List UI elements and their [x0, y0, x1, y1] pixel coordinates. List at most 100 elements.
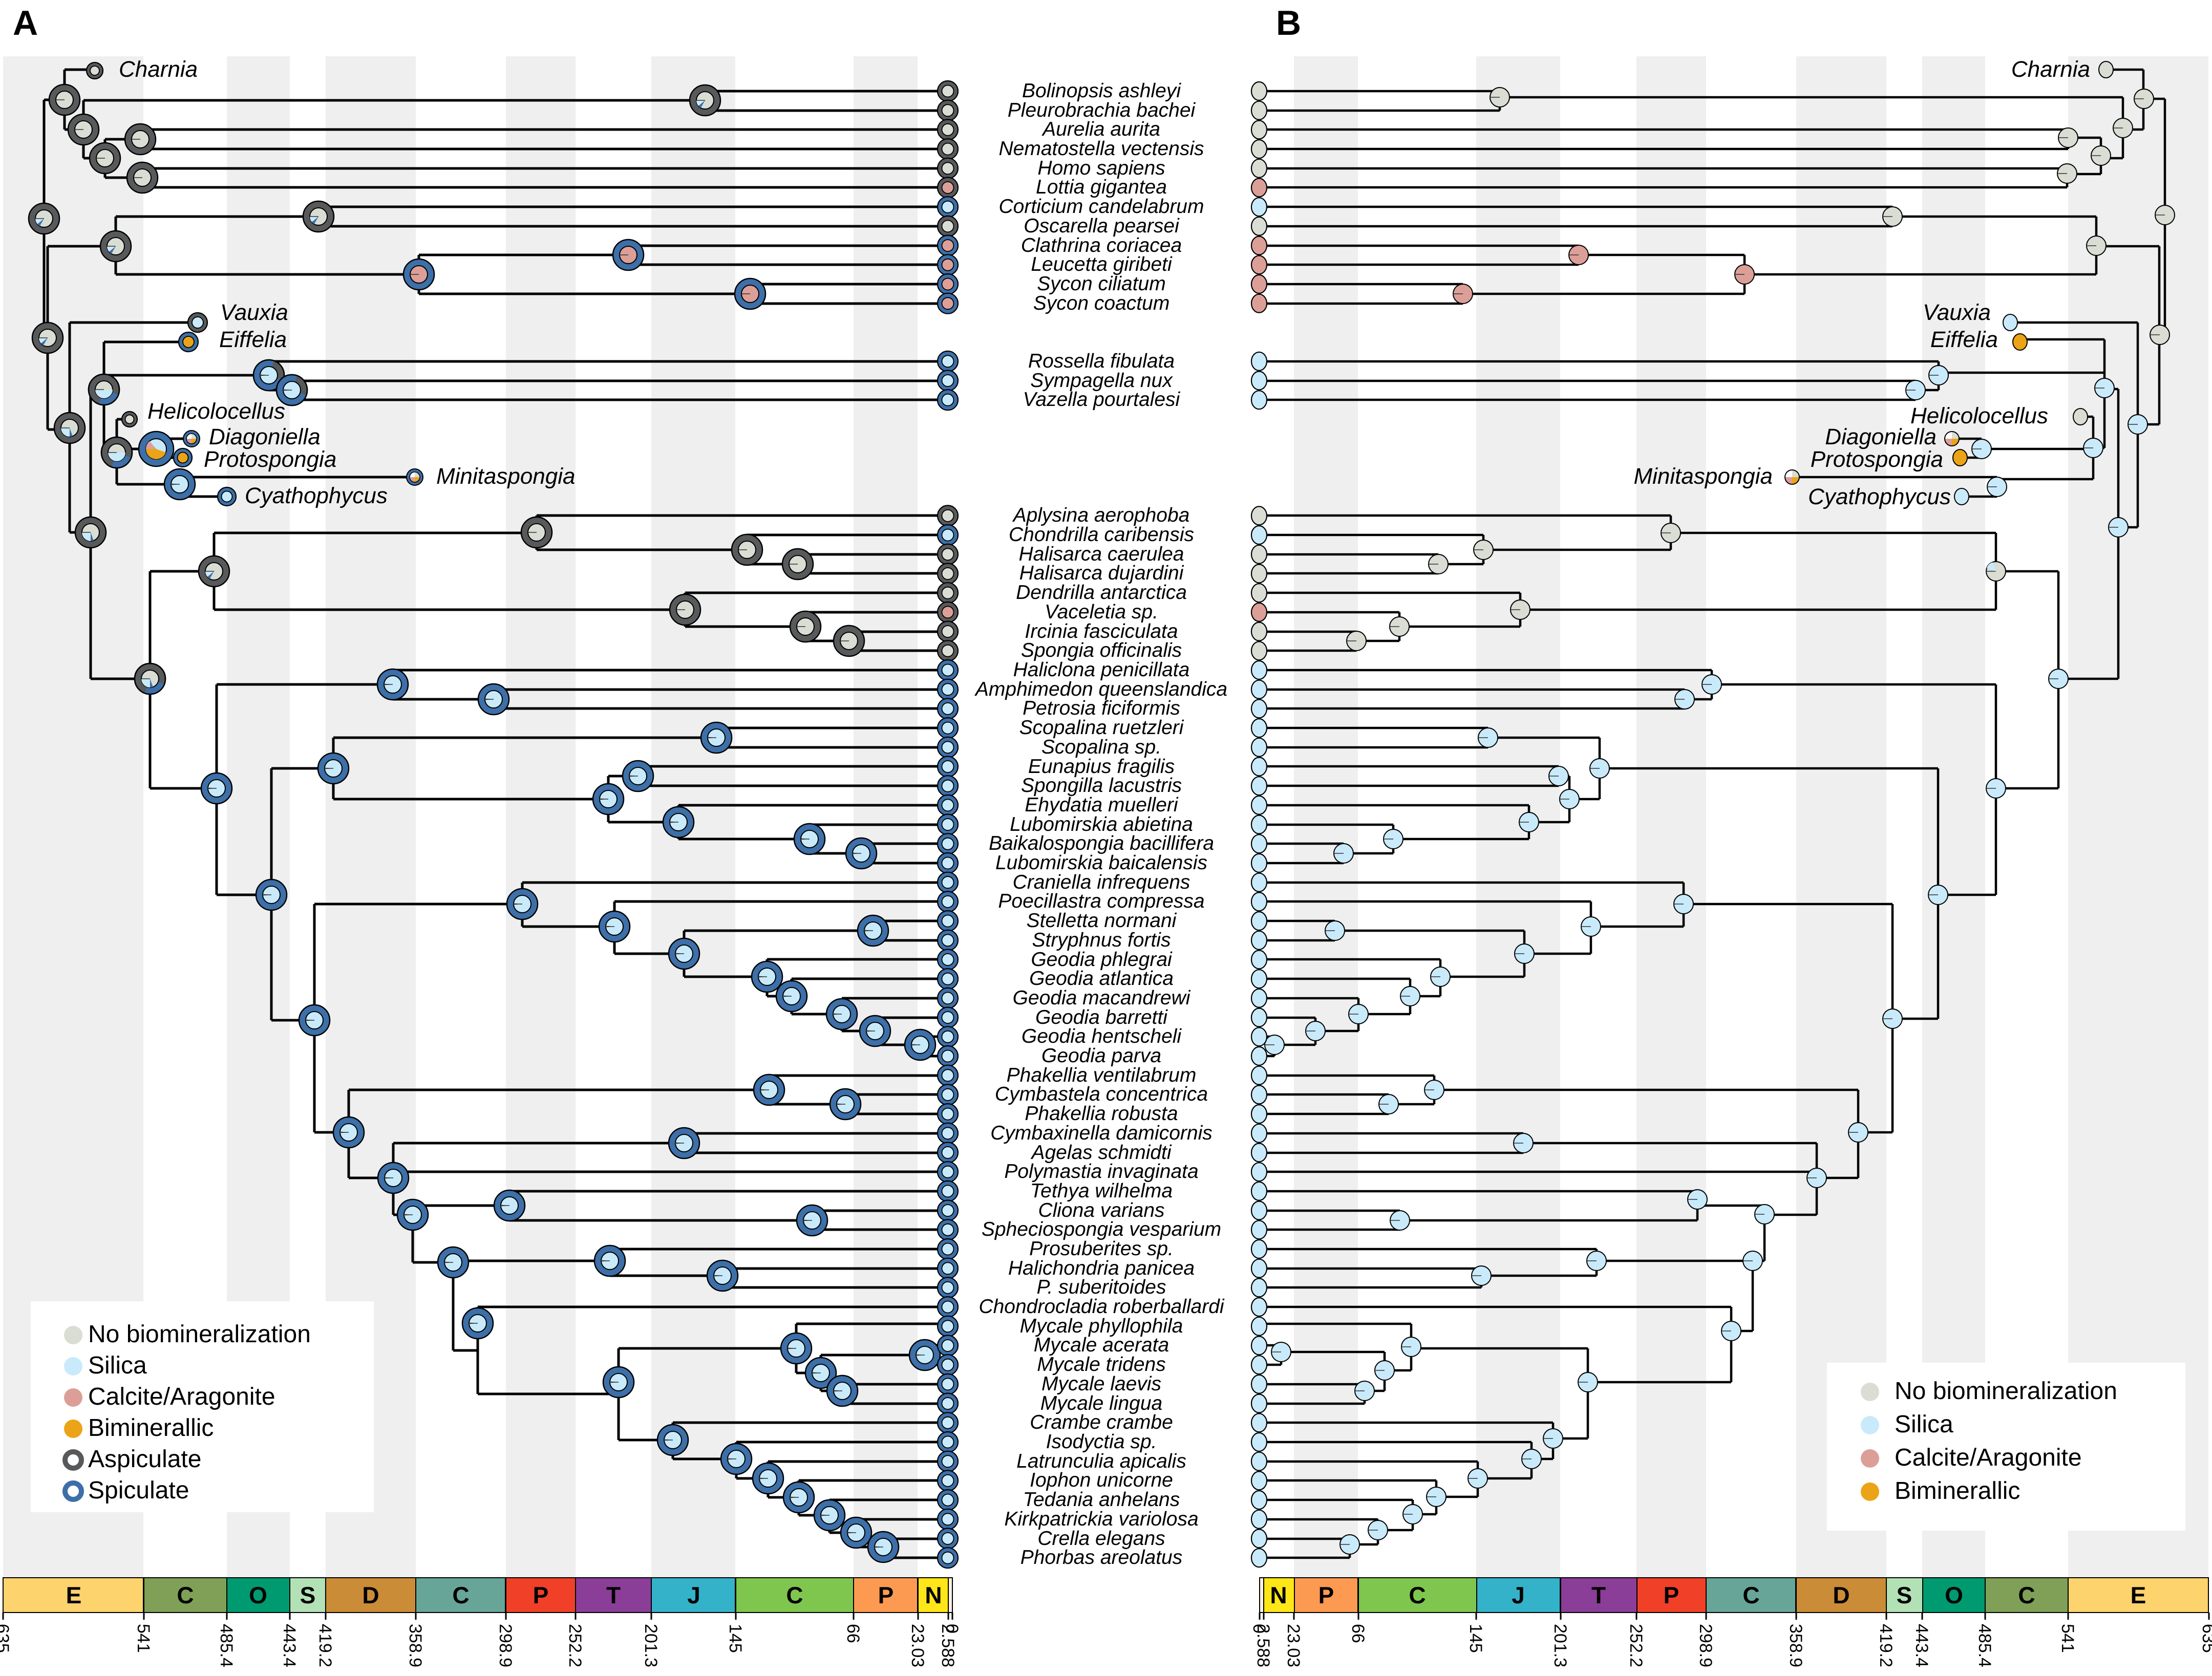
- svg-text:23.03: 23.03: [1284, 1624, 1303, 1667]
- svg-text:252.2: 252.2: [1626, 1624, 1646, 1667]
- svg-text:Isodyctia sp.: Isodyctia sp.: [1046, 1431, 1157, 1453]
- svg-text:419.2: 419.2: [315, 1624, 335, 1667]
- svg-text:No biomineralization: No biomineralization: [1895, 1378, 2117, 1405]
- svg-text:0: 0: [1249, 1624, 1269, 1634]
- svg-text:485.4: 485.4: [1975, 1624, 1994, 1667]
- svg-text:Polymastia invaginata: Polymastia invaginata: [1004, 1161, 1198, 1183]
- svg-text:Eiffelia: Eiffelia: [1930, 327, 1998, 352]
- svg-text:Tethya wilhelma: Tethya wilhelma: [1030, 1180, 1173, 1202]
- svg-text:E: E: [66, 1582, 82, 1608]
- svg-text:Helicolocellus: Helicolocellus: [147, 399, 285, 424]
- svg-text:Phakellia ventilabrum: Phakellia ventilabrum: [1007, 1064, 1197, 1086]
- svg-text:Chondrilla caribensis: Chondrilla caribensis: [1009, 524, 1194, 546]
- svg-text:P: P: [533, 1582, 549, 1608]
- svg-text:541: 541: [2058, 1624, 2077, 1653]
- svg-text:Protospongia: Protospongia: [204, 447, 336, 472]
- svg-text:Geodia parva: Geodia parva: [1041, 1045, 1161, 1067]
- svg-text:Iophon unicorne: Iophon unicorne: [1030, 1469, 1173, 1491]
- svg-text:Scopalina ruetzleri: Scopalina ruetzleri: [1019, 717, 1184, 739]
- svg-text:Cymbastela concentrica: Cymbastela concentrica: [995, 1083, 1208, 1105]
- svg-text:Ehydatia muelleri: Ehydatia muelleri: [1025, 794, 1178, 816]
- svg-text:S: S: [1897, 1582, 1912, 1608]
- svg-text:485.4: 485.4: [217, 1624, 236, 1667]
- svg-text:Halisarca caerulea: Halisarca caerulea: [1019, 543, 1184, 565]
- svg-text:Halichondria panicea: Halichondria panicea: [1008, 1257, 1195, 1279]
- svg-text:Petrosia ficiformis: Petrosia ficiformis: [1023, 697, 1180, 719]
- svg-text:Baikalospongia bacillifera: Baikalospongia bacillifera: [989, 832, 1214, 854]
- svg-text:Agelas schmidti: Agelas schmidti: [1030, 1142, 1172, 1164]
- svg-text:C: C: [1742, 1582, 1759, 1608]
- svg-text:Sympagella nux: Sympagella nux: [1030, 370, 1173, 392]
- svg-text:Tedania anhelans: Tedania anhelans: [1023, 1489, 1180, 1511]
- svg-text:Eiffelia: Eiffelia: [219, 327, 287, 352]
- svg-text:Stryphnus fortis: Stryphnus fortis: [1032, 929, 1171, 951]
- svg-text:0: 0: [942, 1624, 962, 1634]
- svg-text:Mycale lingua: Mycale lingua: [1040, 1392, 1162, 1414]
- svg-text:Eunapius fragilis: Eunapius fragilis: [1028, 756, 1175, 778]
- svg-text:Sycon coactum: Sycon coactum: [1033, 292, 1170, 314]
- svg-text:Phakellia robusta: Phakellia robusta: [1025, 1103, 1178, 1125]
- svg-text:Biminerallic: Biminerallic: [88, 1414, 214, 1442]
- svg-text:P: P: [878, 1582, 894, 1608]
- svg-text:443.4: 443.4: [1912, 1624, 1931, 1667]
- svg-text:A: A: [13, 4, 38, 42]
- svg-text:C: C: [452, 1582, 469, 1608]
- svg-text:Spiculate: Spiculate: [88, 1477, 189, 1504]
- svg-text:Corticium candelabrum: Corticium candelabrum: [999, 196, 1204, 218]
- svg-text:T: T: [606, 1582, 621, 1608]
- svg-text:Latrunculia apicalis: Latrunculia apicalis: [1016, 1450, 1186, 1472]
- svg-text:Dendrilla antarctica: Dendrilla antarctica: [1016, 582, 1187, 604]
- svg-text:Homo sapiens: Homo sapiens: [1037, 157, 1165, 179]
- svg-text:Spongia officinalis: Spongia officinalis: [1021, 639, 1182, 661]
- svg-text:Cliona varians: Cliona varians: [1038, 1199, 1164, 1221]
- svg-text:T: T: [1591, 1582, 1606, 1608]
- svg-text:Phorbas areolatus: Phorbas areolatus: [1020, 1546, 1183, 1568]
- svg-text:Aplysina aerophoba: Aplysina aerophoba: [1012, 504, 1190, 526]
- svg-text:Sycon ciliatum: Sycon ciliatum: [1037, 273, 1165, 295]
- svg-text:Scopalina sp.: Scopalina sp.: [1041, 736, 1161, 758]
- svg-text:D: D: [362, 1582, 379, 1608]
- svg-text:Geodia atlantica: Geodia atlantica: [1029, 968, 1174, 990]
- svg-text:P: P: [1318, 1582, 1334, 1608]
- svg-text:2.588: 2.588: [938, 1624, 958, 1667]
- svg-text:C: C: [786, 1582, 803, 1608]
- svg-text:145: 145: [726, 1624, 745, 1653]
- svg-text:Calcite/Aragonite: Calcite/Aragonite: [88, 1383, 275, 1410]
- svg-text:Vazella pourtalesi: Vazella pourtalesi: [1023, 389, 1181, 411]
- svg-text:Minitaspongia: Minitaspongia: [436, 464, 576, 489]
- svg-text:O: O: [249, 1582, 267, 1608]
- svg-text:P. suberitoides: P. suberitoides: [1037, 1276, 1166, 1298]
- svg-text:Mycale acerata: Mycale acerata: [1034, 1334, 1169, 1356]
- svg-text:Spongilla lacustris: Spongilla lacustris: [1021, 775, 1182, 797]
- svg-text:Geodia phlegrai: Geodia phlegrai: [1031, 949, 1173, 971]
- svg-text:Amphimedon queenslandica: Amphimedon queenslandica: [974, 678, 1227, 700]
- svg-text:23.03: 23.03: [908, 1624, 927, 1667]
- svg-text:Chondrocladia roberballardi: Chondrocladia roberballardi: [979, 1296, 1224, 1318]
- svg-text:C: C: [177, 1582, 194, 1608]
- svg-text:Cymbaxinella damicornis: Cymbaxinella damicornis: [990, 1122, 1213, 1144]
- svg-text:N: N: [925, 1582, 942, 1608]
- svg-text:Oscarella pearsei: Oscarella pearsei: [1024, 215, 1180, 237]
- svg-text:Crella elegans: Crella elegans: [1037, 1528, 1165, 1550]
- svg-text:Geodia hentscheli: Geodia hentscheli: [1022, 1025, 1182, 1047]
- svg-text:443.4: 443.4: [280, 1624, 299, 1667]
- svg-text:Minitaspongia: Minitaspongia: [1634, 464, 1773, 489]
- svg-text:358.9: 358.9: [1786, 1624, 1805, 1667]
- svg-text:66: 66: [843, 1624, 863, 1643]
- svg-text:Charnia: Charnia: [2011, 57, 2090, 82]
- svg-text:Vaceletia sp.: Vaceletia sp.: [1045, 601, 1158, 623]
- svg-text:Lubomirskia baicalensis: Lubomirskia baicalensis: [995, 852, 1207, 874]
- svg-text:66: 66: [1348, 1624, 1368, 1643]
- svg-text:Mycale tridens: Mycale tridens: [1037, 1353, 1165, 1376]
- svg-text:O: O: [1945, 1582, 1963, 1608]
- svg-text:J: J: [1512, 1582, 1525, 1608]
- svg-text:Geodia barretti: Geodia barretti: [1035, 1006, 1168, 1028]
- svg-text:Spheciospongia vesparium: Spheciospongia vesparium: [982, 1218, 1221, 1240]
- svg-text:Biminerallic: Biminerallic: [1895, 1477, 2020, 1505]
- svg-text:C: C: [2018, 1582, 2035, 1608]
- svg-text:Lubomirskia abietina: Lubomirskia abietina: [1010, 813, 1193, 835]
- svg-text:Nematostella vectensis: Nematostella vectensis: [998, 138, 1204, 160]
- svg-text:Prosuberites sp.: Prosuberites sp.: [1029, 1238, 1174, 1260]
- svg-text:541: 541: [134, 1624, 153, 1653]
- svg-text:Silica: Silica: [88, 1352, 147, 1379]
